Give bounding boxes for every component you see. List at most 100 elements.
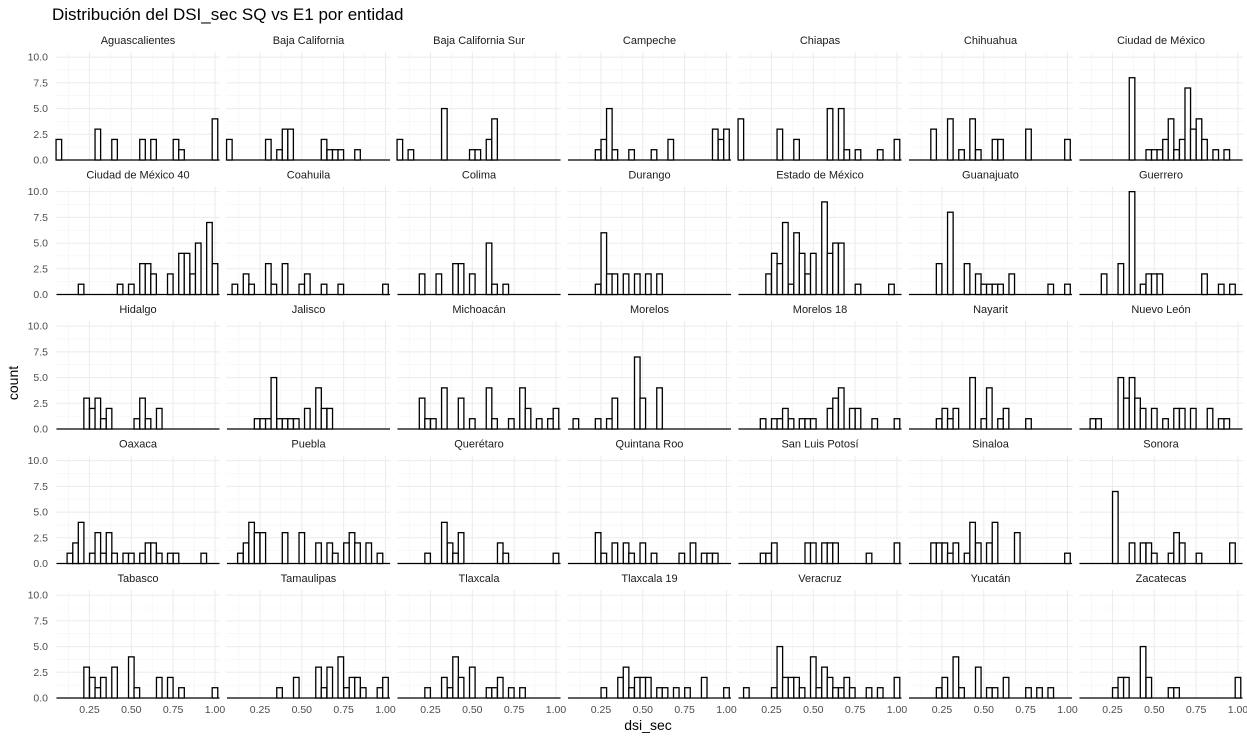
histogram-bar: [320, 407, 328, 430]
histogram-bar: [88, 676, 96, 699]
histogram-bar: [303, 407, 311, 430]
histogram-bar: [737, 118, 745, 161]
histogram-bar: [1139, 283, 1147, 296]
histogram-bar: [281, 418, 289, 430]
histogram-bar: [832, 687, 839, 699]
histogram-bar: [969, 521, 977, 565]
histogram-bar: [183, 252, 191, 296]
histogram-bar: [656, 387, 663, 430]
histogram-bar: [276, 418, 283, 430]
histogram-bar: [127, 656, 135, 699]
histogram-bar: [991, 521, 999, 565]
histogram-bar: [320, 283, 328, 296]
histogram-bar: [524, 407, 532, 430]
histogram-bar: [628, 149, 636, 161]
histogram-bar: [793, 232, 801, 296]
histogram-bar: [111, 552, 119, 565]
histogram-bar: [809, 252, 817, 296]
histogram-bar: [446, 687, 454, 699]
histogram-bar: [211, 262, 219, 296]
histogram-bar: [83, 397, 91, 430]
facet-panel: Zacatecas 0.25 0.50 0.75 1.00: [1079, 573, 1247, 716]
histogram-bar: [848, 407, 856, 430]
histogram-bar: [276, 687, 283, 699]
histogram-bar: [452, 552, 460, 565]
y-tick-label: 7.5: [33, 212, 48, 224]
histogram-bar: [248, 283, 256, 296]
histogram-bar: [837, 387, 845, 430]
y-tick-label: 10.0: [28, 321, 49, 333]
histogram-bar: [111, 666, 119, 699]
histogram-bar: [1089, 418, 1097, 430]
x-tick-label: 0.75: [163, 704, 184, 716]
histogram-bar: [935, 418, 943, 430]
histogram-bar: [326, 542, 334, 565]
histogram-bar: [1139, 407, 1147, 430]
histogram-bar: [264, 418, 272, 430]
histogram-bar: [1002, 407, 1010, 430]
histogram-bar: [798, 687, 806, 699]
histogram-bar: [963, 262, 971, 296]
histogram-bar: [969, 118, 977, 161]
histogram-bar: [189, 273, 197, 296]
histogram-bar: [871, 418, 879, 430]
histogram-bar: [793, 138, 801, 161]
histogram-bar: [865, 552, 873, 565]
histogram-bar: [633, 273, 641, 296]
histogram-bar: [485, 687, 493, 699]
histogram-bar: [946, 211, 954, 296]
histogram-bar: [468, 666, 476, 699]
facet-panel: Sinaloa: [908, 439, 1073, 565]
y-tick-label: 10.0: [28, 590, 49, 602]
histogram-bar: [1013, 531, 1021, 565]
facet-label: Baja California: [273, 35, 345, 47]
histogram-bar: [1036, 687, 1043, 699]
histogram-bar: [804, 273, 812, 296]
histogram-bar: [776, 128, 784, 161]
histogram-bar: [770, 252, 778, 296]
histogram-bar: [292, 418, 300, 430]
facet-label: Jalisco: [292, 304, 326, 316]
histogram-bar: [985, 687, 993, 699]
histogram-bar: [594, 418, 602, 430]
histogram-bar: [974, 542, 982, 565]
histogram-bar: [133, 687, 141, 699]
histogram-bar: [843, 149, 851, 161]
histogram-bar: [787, 676, 795, 699]
histogram-bar: [941, 407, 949, 430]
histogram-bar: [952, 656, 960, 699]
x-axis-title: dsi_sec: [624, 717, 671, 733]
y-tick-label: 2.5: [33, 129, 48, 141]
histogram-bar: [88, 407, 96, 430]
histogram-bar: [1173, 407, 1180, 430]
histogram-bar: [502, 552, 510, 565]
x-tick-label: 1.00: [887, 704, 908, 716]
histogram-bar: [320, 138, 328, 161]
histogram-bar: [946, 418, 954, 430]
histogram-bar: [798, 418, 806, 430]
histogram-bar: [1201, 273, 1208, 296]
histogram-bar: [706, 552, 714, 565]
histogram-bar: [354, 149, 361, 161]
histogram-bar: [1167, 552, 1175, 565]
y-tick-label: 5.0: [33, 372, 48, 384]
y-tick-label: 2.5: [33, 263, 48, 275]
histogram-bar: [166, 273, 174, 296]
histogram-bar: [821, 542, 828, 565]
histogram-bar: [348, 676, 356, 699]
histogram-bar: [622, 273, 630, 296]
facet-label: Oaxaca: [119, 439, 158, 451]
histogram-bar: [547, 418, 554, 430]
histogram-bar: [281, 128, 289, 161]
histogram-bar: [963, 552, 971, 565]
histogram-bar: [440, 107, 448, 161]
histogram-bar: [519, 687, 526, 699]
histogram-bar: [605, 273, 613, 296]
facet-panel: Veracruz 0.25 0.50 0.75 1.00: [738, 573, 907, 716]
histogram-bar: [468, 273, 476, 296]
histogram-bar: [969, 376, 977, 430]
histogram-bar: [958, 149, 965, 161]
histogram-bar: [287, 128, 295, 161]
histogram-bar: [150, 138, 157, 161]
histogram-bar: [407, 149, 415, 161]
